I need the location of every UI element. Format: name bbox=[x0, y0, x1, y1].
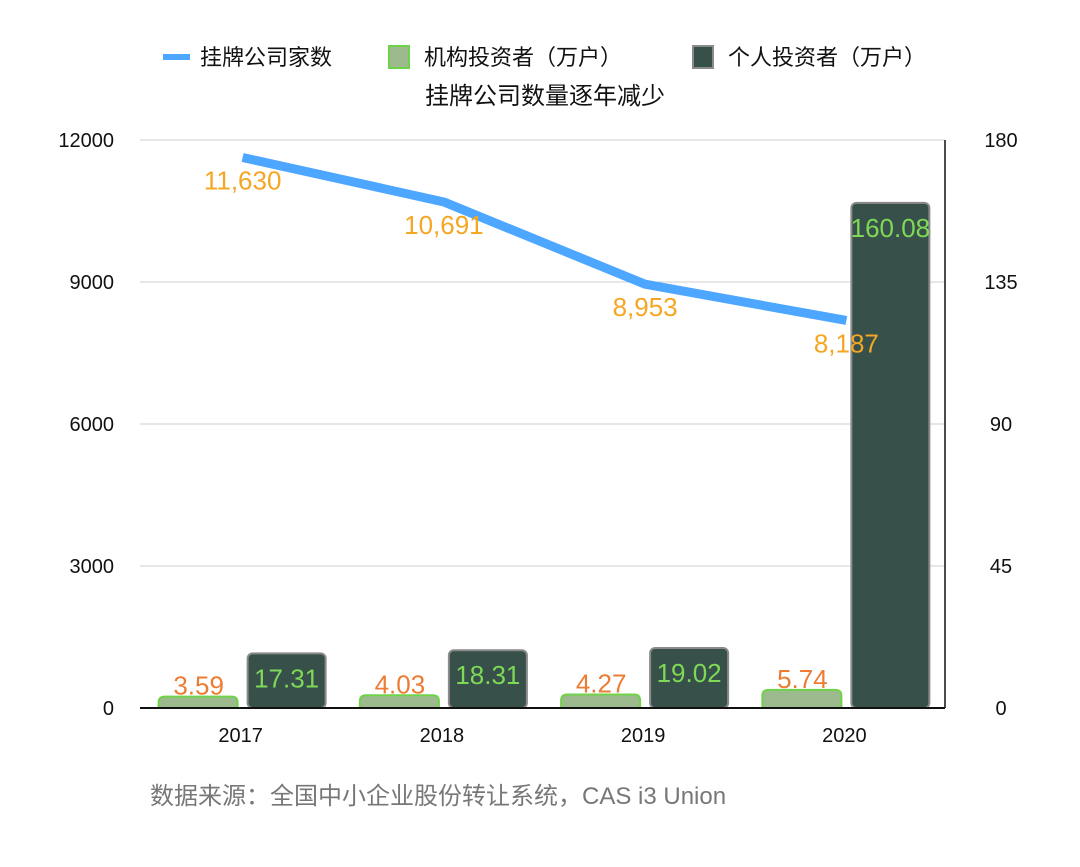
source-note: 数据来源：全国中小企业股份转让系统，CAS i3 Union bbox=[150, 783, 726, 810]
line-companies bbox=[241, 153, 848, 325]
bar-institutional bbox=[560, 693, 642, 709]
line-series bbox=[241, 153, 848, 325]
left-tick-label: 3000 bbox=[70, 556, 115, 578]
data-labels: 3.59 17.31 4.03 18.31 4.27 19.02 5.74 160.08 11,… bbox=[173, 166, 930, 701]
legend-swatch-institutional bbox=[388, 45, 410, 69]
legend-label: 个人投资者（万户） bbox=[728, 45, 926, 70]
line-label: 8,953 bbox=[613, 292, 678, 322]
bar-individual bbox=[850, 201, 931, 709]
legend-label: 挂牌公司家数 bbox=[200, 45, 332, 70]
left-tick-label: 12000 bbox=[58, 130, 114, 152]
bar-label-institutional: 4.27 bbox=[576, 669, 627, 699]
bar-label-institutional: 3.59 bbox=[173, 671, 224, 701]
left-tick-label: 6000 bbox=[70, 414, 115, 436]
left-tick-label: 9000 bbox=[70, 272, 115, 294]
chart-title: 挂牌公司数量逐年减少 bbox=[425, 83, 665, 110]
bar-label-institutional: 4.03 bbox=[375, 669, 426, 699]
right-tick-label: 0 bbox=[995, 698, 1006, 720]
right-tick-label: 45 bbox=[990, 556, 1012, 578]
bar-label-individual: 19.02 bbox=[657, 658, 722, 688]
bar-institutional bbox=[761, 688, 843, 709]
right-tick-label: 135 bbox=[984, 272, 1017, 294]
legend: 挂牌公司家数 机构投资者（万户） 个人投资者（万户） bbox=[163, 45, 926, 70]
grid bbox=[140, 139, 945, 567]
left-tick-label: 0 bbox=[103, 698, 114, 720]
x-tick-label: 2020 bbox=[822, 725, 867, 747]
right-tick-label: 180 bbox=[984, 130, 1017, 152]
bar-institutional bbox=[157, 695, 239, 709]
bar-label-individual: 160.08 bbox=[851, 213, 931, 243]
line-label: 8,187 bbox=[814, 328, 879, 358]
x-tick-label: 2017 bbox=[218, 725, 263, 747]
line-label: 11,630 bbox=[204, 166, 282, 196]
bar-institutional bbox=[358, 694, 440, 709]
right-tick-label: 90 bbox=[990, 414, 1012, 436]
axes: 0 3000 6000 9000 12000 0 45 90 135 180 2017 2018 201… bbox=[58, 130, 1017, 747]
bar-label-individual: 18.31 bbox=[455, 660, 520, 690]
legend-swatch-individual bbox=[692, 45, 714, 69]
legend-label: 机构投资者（万户） bbox=[424, 45, 622, 70]
line-label: 10,691 bbox=[404, 210, 484, 240]
bar-label-individual: 17.31 bbox=[254, 663, 319, 693]
bar-label-institutional: 5.74 bbox=[777, 664, 828, 694]
x-tick-label: 2018 bbox=[420, 725, 465, 747]
bars bbox=[157, 201, 931, 710]
x-tick-label: 2019 bbox=[621, 725, 666, 747]
